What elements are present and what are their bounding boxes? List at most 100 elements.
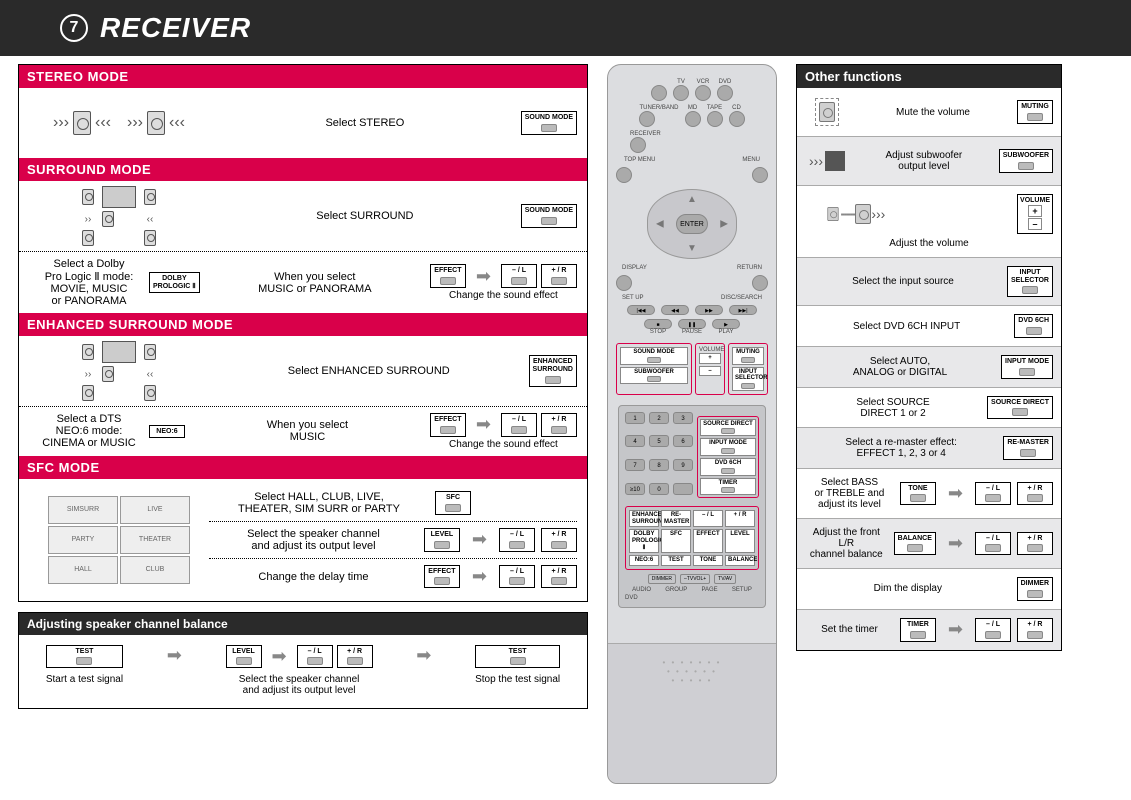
remote-menu[interactable]	[752, 167, 768, 183]
other-row: ›››Adjust subwoofer output levelSUBWOOFE…	[797, 136, 1061, 185]
remote-side-keys: SOURCE DIRECT INPUT MODE DVD 6CH TIMER	[697, 416, 759, 498]
remote-test[interactable]: TEST	[661, 555, 691, 566]
enhanced-surround-button: ENHANCED SURROUND	[529, 355, 577, 386]
remote-topmenu[interactable]	[616, 167, 632, 183]
page-body: STEREO MODE ›››‹‹‹ ›››‹‹‹ Select STEREO …	[0, 56, 1131, 792]
thumb-club: CLUB	[120, 556, 190, 584]
minus-l-button: – / L	[499, 565, 535, 589]
remote-muting[interactable]: MUTING	[732, 347, 764, 365]
arrow-icon: ➡	[472, 529, 487, 550]
stereo-row: ›››‹‹‹ ›››‹‹‹ Select STEREO SOUND MODE	[19, 88, 587, 158]
effect-button: EFFECT	[430, 413, 466, 437]
volume-icon: ▪▪▪▪▪▪▪▪›››	[805, 198, 905, 230]
remote-tvav[interactable]: TV/AV	[714, 574, 736, 584]
arrow-icon: ➡	[948, 619, 963, 640]
remote-lower-cover: • • • • • • •• • • • • •• • • • •	[608, 643, 776, 783]
other-row: Set the timerTIMER➡– / L+ / R	[797, 609, 1061, 650]
function-text: Set the timer	[805, 624, 894, 635]
remote-subwoofer[interactable]: SUBWOOFER	[620, 367, 688, 385]
remote-receiver[interactable]	[630, 137, 646, 153]
remote-play[interactable]: ▶	[712, 319, 740, 329]
remote-timer[interactable]: TIMER	[700, 478, 756, 496]
remote-rew[interactable]: ◀◀	[661, 305, 689, 315]
remote-plus[interactable]: + / R	[725, 510, 755, 527]
remote-return[interactable]	[752, 275, 768, 291]
remote-vol-down[interactable]: –	[699, 366, 721, 377]
remote-num-8[interactable]: 8	[649, 459, 669, 471]
remote-tv[interactable]	[673, 85, 689, 101]
function-text: Select a re-master effect: EFFECT 1, 2, …	[805, 437, 997, 459]
remote-balance[interactable]: BALANCE	[725, 555, 755, 566]
enhanced-sub-text: When you select MUSIC	[185, 419, 430, 443]
remote-dimmer[interactable]: DIMMER	[648, 574, 676, 584]
remote-skipback[interactable]: |◀◀	[627, 305, 655, 315]
remote-dpad[interactable]: ▲▼◀▶ ENTER	[647, 189, 737, 259]
remote-input-selector[interactable]: INPUT SELECTOR	[732, 367, 764, 391]
change-effect-caption: Change the sound effect	[449, 290, 558, 301]
other-row: Select BASS or TREBLE and adjust its lev…	[797, 468, 1061, 518]
page-header: 7 RECEIVER	[0, 0, 1131, 56]
function-button: INPUT SELECTOR	[1007, 266, 1053, 297]
sfc-select-text: Select HALL, CLUB, LIVE, THEATER, SIM SU…	[209, 491, 429, 515]
remote-num-3[interactable]: 3	[673, 412, 693, 424]
remote-tuner[interactable]	[639, 111, 655, 127]
remote-num-5[interactable]: 5	[649, 435, 669, 447]
remote-num-9[interactable]: 9	[673, 459, 693, 471]
remote-num-ge10[interactable]: ≥10	[625, 483, 645, 495]
remote-dvd[interactable]	[717, 85, 733, 101]
remote-vol-up[interactable]: +	[699, 353, 721, 364]
modes-column: STEREO MODE ›››‹‹‹ ›››‹‹‹ Select STEREO …	[18, 64, 588, 784]
remote-num-4[interactable]: 4	[625, 435, 645, 447]
remote-remaster[interactable]: RE-MASTER	[661, 510, 691, 527]
remote-num-2[interactable]: 2	[649, 412, 669, 424]
plus-r-button: + / R	[337, 645, 373, 669]
remote-pause[interactable]: ❚❚	[678, 319, 706, 329]
remote-neo6[interactable]: NEO:6	[629, 555, 659, 566]
minus-l-button: – / L	[297, 645, 333, 669]
remote-sound-keys: ENHANCED SURROUND RE-MASTER – / L + / R …	[625, 506, 759, 570]
remote-source-direct[interactable]: SOURCE DIRECT	[700, 419, 756, 437]
remote-num-ent[interactable]	[673, 483, 693, 495]
remote-sfc[interactable]: SFC	[661, 529, 691, 553]
surround-action-text: Select SURROUND	[209, 210, 521, 222]
remote-soundmode[interactable]: SOUND MODE	[620, 347, 688, 365]
stereo-speaker-diagram: ›››‹‹‹ ›››‹‹‹	[29, 94, 209, 152]
remote-enh-surr[interactable]: ENHANCED SURROUND	[629, 510, 659, 527]
section-number: 7	[60, 14, 88, 42]
remote-input-mode[interactable]: INPUT MODE	[700, 438, 756, 456]
remote-tvvol[interactable]: –TVVOL+	[680, 574, 710, 584]
remote-stop[interactable]: ■	[644, 319, 672, 329]
remote-dvd6ch[interactable]: DVD 6CH	[700, 458, 756, 476]
arrow-icon: ➡	[948, 533, 963, 554]
enhanced-action-text: Select ENHANCED SURROUND	[209, 365, 529, 377]
thumb-party: PARTY	[48, 526, 118, 554]
minus-l-button: – / L	[499, 528, 535, 552]
remote-minus[interactable]: – / L	[693, 510, 723, 527]
remote-power[interactable]	[651, 85, 667, 101]
remote-enter[interactable]: ENTER	[676, 214, 708, 234]
sound-mode-button: SOUND MODE	[521, 111, 577, 135]
remote-cd[interactable]	[729, 111, 745, 127]
other-row: Mute the volumeMUTING	[797, 88, 1061, 136]
sound-mode-button: SOUND MODE	[521, 204, 577, 228]
plus-r-button: + / R	[1017, 618, 1053, 642]
remote-num-7[interactable]: 7	[625, 459, 645, 471]
remote-num-6[interactable]: 6	[673, 435, 693, 447]
function-button: RE-MASTER	[1003, 436, 1053, 460]
remote-vcr[interactable]	[695, 85, 711, 101]
function-text: Select SOURCE DIRECT 1 or 2	[805, 397, 981, 419]
arrow-icon: ➡	[472, 566, 487, 587]
function-button: SOURCE DIRECT	[987, 396, 1053, 420]
remote-skipfwd[interactable]: ▶▶|	[729, 305, 757, 315]
remote-display[interactable]	[616, 275, 632, 291]
remote-prologic[interactable]: DOLBY PROLOGIC Ⅱ	[629, 529, 659, 553]
remote-tape[interactable]	[707, 111, 723, 127]
remote-num-0[interactable]: 0	[649, 483, 669, 495]
remote-level[interactable]: LEVEL	[725, 529, 755, 553]
remote-tone[interactable]: TONE	[693, 555, 723, 566]
remote-effect[interactable]: EFFECT	[693, 529, 723, 553]
remote-md[interactable]	[685, 111, 701, 127]
remote-ff[interactable]: ▶▶	[695, 305, 723, 315]
remote-num-1[interactable]: 1	[625, 412, 645, 424]
minus-l-button: – / L	[501, 413, 537, 437]
